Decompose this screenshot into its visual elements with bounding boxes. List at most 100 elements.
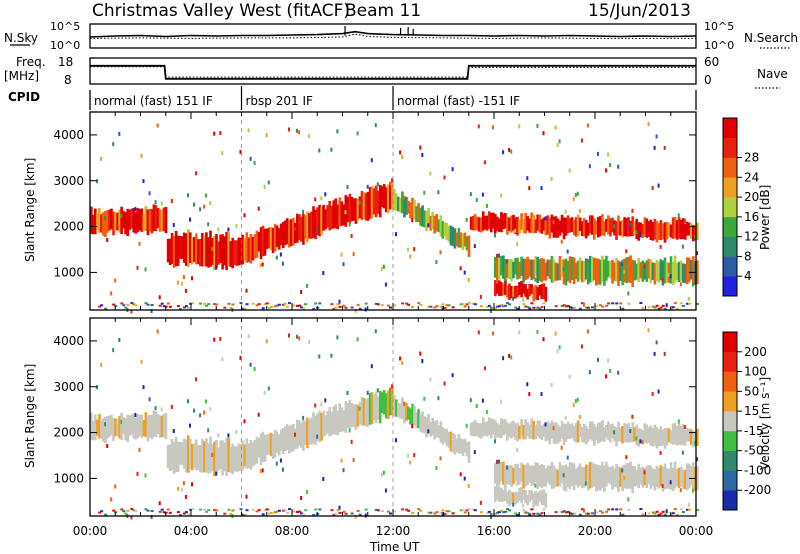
echo-column — [140, 414, 144, 438]
near-range-echo — [621, 307, 625, 310]
near-range-echo — [516, 513, 520, 516]
echo-column — [532, 465, 536, 486]
cpid-segment-label: rbsp 201 IF — [246, 94, 313, 108]
echo-column — [641, 430, 645, 444]
near-range-echo — [386, 304, 390, 307]
echo-column — [694, 467, 697, 491]
echo-column — [651, 468, 655, 487]
near-range-echo — [330, 509, 334, 512]
echo-column — [358, 196, 362, 219]
colorbar-tick-label: 50 — [744, 384, 759, 398]
echo-column — [467, 235, 471, 257]
near-range-echo — [401, 508, 405, 511]
echo-column — [342, 410, 346, 432]
scatter-point — [247, 334, 250, 339]
near-range-echo — [584, 512, 588, 515]
colorbar-tick-label: 16 — [744, 210, 759, 224]
colorbar-swatch — [723, 256, 737, 277]
scatter-point — [261, 468, 264, 473]
scatter-point — [578, 209, 581, 213]
scatter-point — [568, 374, 571, 379]
near-range-echo — [182, 306, 186, 309]
near-range-echo — [554, 511, 558, 514]
scatter-point — [203, 410, 206, 415]
echo-column — [514, 491, 517, 505]
x-tick-label: 12:00 — [376, 524, 411, 538]
echo-column — [572, 425, 576, 441]
echo-column — [671, 467, 675, 491]
scatter-point — [170, 405, 173, 409]
scatter-point — [324, 398, 327, 403]
near-range-echo — [389, 306, 392, 309]
echo-column — [619, 221, 622, 236]
near-range-echo — [344, 306, 348, 309]
near-range-echo — [578, 513, 582, 516]
scatter-point — [356, 131, 359, 136]
nave-tick-top: 60 — [704, 55, 719, 69]
near-range-echo — [298, 510, 302, 513]
echo-column — [536, 257, 540, 284]
echo-column — [168, 444, 172, 471]
echo-column — [485, 215, 489, 231]
echo-column — [265, 228, 269, 249]
scatter-point — [506, 465, 509, 470]
echo-column — [518, 282, 521, 295]
near-range-echo — [112, 303, 116, 306]
echo-column — [546, 215, 550, 235]
near-range-echo — [150, 304, 154, 306]
echo-column — [389, 183, 392, 210]
echo-column — [522, 283, 525, 294]
echo-column — [120, 206, 123, 234]
echo-column — [437, 219, 441, 233]
echo-column — [419, 413, 422, 432]
near-range-echo — [296, 510, 299, 513]
scatter-point — [465, 423, 468, 428]
scatter-point — [401, 361, 404, 366]
echo-column — [405, 196, 408, 215]
echo-column — [290, 425, 293, 452]
echo-column — [152, 204, 156, 232]
echo-column — [528, 259, 531, 277]
near-range-echo — [572, 512, 576, 515]
echo-column — [136, 208, 140, 233]
echo-column — [675, 263, 679, 281]
scatter-point — [399, 356, 402, 361]
near-range-echo — [599, 304, 602, 307]
echo-column — [522, 464, 525, 489]
echo-column — [647, 221, 651, 237]
echo-column — [247, 237, 251, 263]
echo-column — [504, 419, 507, 435]
near-range-echo — [514, 512, 518, 515]
echo-column — [586, 465, 590, 491]
near-range-echo — [524, 511, 528, 514]
near-range-echo — [213, 509, 217, 512]
echo-column — [219, 234, 222, 263]
scatter-point — [655, 134, 658, 139]
near-range-echo — [679, 302, 683, 305]
near-range-echo — [601, 511, 605, 514]
echo-column — [362, 398, 366, 426]
scatter-point — [625, 455, 628, 460]
near-range-echo — [502, 511, 506, 514]
near-range-echo — [130, 508, 134, 511]
echo-column — [350, 403, 354, 427]
scatter-point — [170, 199, 173, 203]
echo-column — [665, 222, 669, 240]
echo-column — [447, 431, 451, 448]
echo-column — [100, 420, 103, 439]
echo-column — [558, 426, 562, 442]
echo-column — [273, 223, 277, 252]
echo-column — [576, 466, 580, 488]
echo-column — [494, 420, 497, 440]
echo-column — [380, 392, 384, 414]
scatter-point — [516, 448, 519, 453]
echo-column — [168, 238, 172, 265]
near-range-echo — [358, 307, 362, 310]
echo-column — [601, 420, 604, 442]
echo-column — [675, 426, 679, 446]
freq-unit-label: [MHz] — [4, 69, 39, 83]
echo-column — [496, 485, 499, 500]
echo-column — [619, 467, 622, 487]
near-range-echo — [570, 306, 574, 309]
